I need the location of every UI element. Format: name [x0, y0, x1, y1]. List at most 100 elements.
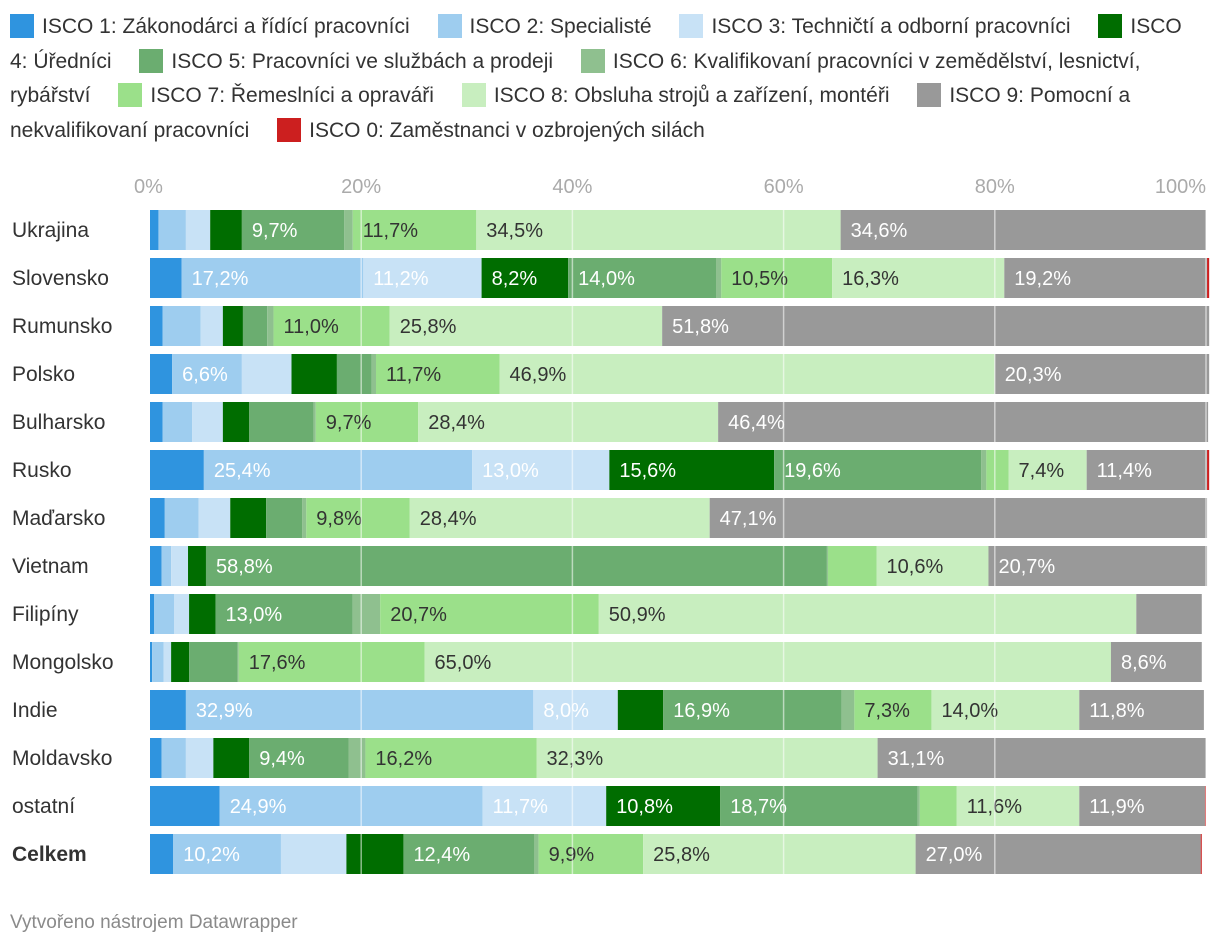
bar-segment-s1 — [150, 258, 182, 298]
bar-segment-s3 — [185, 210, 211, 250]
legend-item-s6: ISCO 6: Kvalifikovaní pracovníci v zeměd… — [10, 48, 1141, 108]
bar-segment-s4 — [222, 306, 243, 346]
bar-segment-s4 — [291, 354, 337, 394]
bar-segment-s7 — [721, 258, 833, 298]
bar-segment-s6 — [348, 738, 366, 778]
bar-segment-s2 — [164, 498, 199, 538]
data-label: 10,8% — [616, 796, 673, 818]
legend-item-s7: ISCO 7: Řemeslníci a opraváři — [118, 83, 434, 107]
bar-segment-s9 — [709, 498, 1208, 538]
bar-segment-s3 — [472, 450, 610, 490]
row-label: Slovensko — [12, 267, 109, 290]
row-label: Rusko — [12, 459, 72, 482]
bar-segment-s5 — [249, 738, 349, 778]
data-label: 58,8% — [216, 556, 273, 578]
x-tick-label: 60% — [764, 176, 804, 198]
bar-segment-s1 — [150, 402, 163, 442]
bar-segment-s2 — [181, 258, 364, 298]
bar-segment-s1 — [150, 306, 163, 346]
bar-segment-s6 — [267, 306, 274, 346]
bar-segment-s0 — [1207, 450, 1210, 490]
bar-segment-s7 — [375, 354, 500, 394]
data-label: 10,2% — [183, 844, 240, 866]
row-label: Mongolsko — [12, 651, 114, 674]
bar-segment-s5 — [403, 834, 535, 874]
data-label: 8,2% — [492, 268, 538, 290]
legend-item-s3: ISCO 3: Techničtí a odborní pracovníci — [679, 14, 1071, 38]
bar-segment-s5 — [336, 354, 372, 394]
data-label: 11,0% — [284, 316, 339, 338]
data-label: 7,3% — [864, 700, 910, 722]
bar-segment-s3 — [171, 546, 189, 586]
bar-segment-s4 — [171, 642, 190, 682]
bar-segment-s7 — [238, 642, 425, 682]
legend-swatch — [1098, 14, 1123, 38]
data-label: 28,4% — [428, 412, 485, 434]
bar-segment-s3 — [174, 594, 190, 634]
bar-segment-s7 — [315, 402, 419, 442]
bar-segment-s5 — [241, 210, 345, 250]
legend-label: ISCO 4: Úředníci — [10, 15, 1182, 73]
data-label: 20,7% — [390, 604, 447, 626]
legend: ISCO 1: Zákonodárci a řídící pracovníci … — [10, 10, 1205, 148]
legend-swatch — [917, 83, 942, 107]
bar-segment-s3 — [482, 786, 607, 826]
data-label: 9,4% — [259, 748, 305, 770]
row-label: Indie — [12, 699, 58, 722]
data-label: 46,4% — [728, 412, 785, 434]
bar-segment-s8 — [643, 834, 916, 874]
bar-segment-s6 — [313, 402, 316, 442]
legend-label: ISCO 2: Specialisté — [469, 15, 652, 38]
legend-label: ISCO 8: Obsluha strojů a zařízení, monté… — [493, 84, 890, 107]
data-label: 19,6% — [784, 460, 841, 482]
bar-segment-s1 — [150, 210, 159, 250]
row-label: Maďarsko — [12, 507, 105, 530]
data-label: 9,7% — [252, 220, 298, 242]
bar-segment-s7 — [854, 690, 932, 730]
legend-item-s4: ISCO 4: Úředníci — [10, 14, 1182, 73]
bar-segment-s8 — [476, 210, 841, 250]
legend-item-s9: ISCO 9: Pomocní a nekvalifikovaní pracov… — [10, 83, 1130, 142]
bar-segment-s6 — [917, 786, 920, 826]
bar-segment-s3 — [198, 498, 231, 538]
legend-swatch — [580, 48, 605, 73]
legend-label: ISCO 6: Kvalifikovaní pracovníci v zeměd… — [10, 49, 1141, 108]
bar-segment-s1 — [150, 834, 174, 874]
bar-segment-s3 — [241, 354, 292, 394]
data-label: 11,7% — [493, 796, 548, 818]
bar-segment-s5 — [663, 690, 842, 730]
bar-segment-s3 — [163, 642, 172, 682]
bar-segment-s7 — [365, 738, 537, 778]
legend-swatch — [277, 117, 302, 142]
data-label: 17,2% — [192, 268, 249, 290]
datawrapper-credit: Vytvořeno nástrojem Datawrapper — [10, 912, 298, 933]
legend-swatch — [118, 83, 143, 107]
bar-segment-s8 — [876, 546, 989, 586]
bar-segment-s7 — [538, 834, 644, 874]
data-label: 47,1% — [720, 508, 777, 530]
bar-segment-s5 — [568, 258, 717, 298]
data-label: 13,0% — [225, 604, 282, 626]
data-label: 13,0% — [482, 460, 539, 482]
data-label: 9,9% — [549, 844, 595, 866]
bar-segment-s8 — [536, 738, 878, 778]
bar-segment-s5 — [205, 546, 827, 586]
bar-segment-s3 — [185, 738, 214, 778]
bar-segment-s2 — [219, 786, 483, 826]
data-label: 12,4% — [413, 844, 470, 866]
bar-segment-s6 — [302, 498, 307, 538]
bar-segment-s6 — [237, 642, 239, 682]
x-tick-label: 0% — [134, 176, 163, 198]
row-label: Celkem — [12, 843, 87, 866]
bar-segment-s4 — [188, 546, 206, 586]
data-label: 9,8% — [316, 508, 362, 530]
bar-segment-s8 — [499, 354, 995, 394]
bar-segment-s6 — [352, 594, 381, 634]
data-label: 8,0% — [543, 700, 589, 722]
bar-segment-s4 — [210, 210, 242, 250]
x-tick-label: 20% — [341, 176, 381, 198]
legend-item-s0: ISCO 0: Zaměstnanci v ozbrojených silách — [277, 117, 705, 142]
data-label: 7,4% — [1019, 460, 1065, 482]
row-label: ostatní — [12, 795, 75, 818]
data-label: 8,6% — [1121, 652, 1167, 674]
